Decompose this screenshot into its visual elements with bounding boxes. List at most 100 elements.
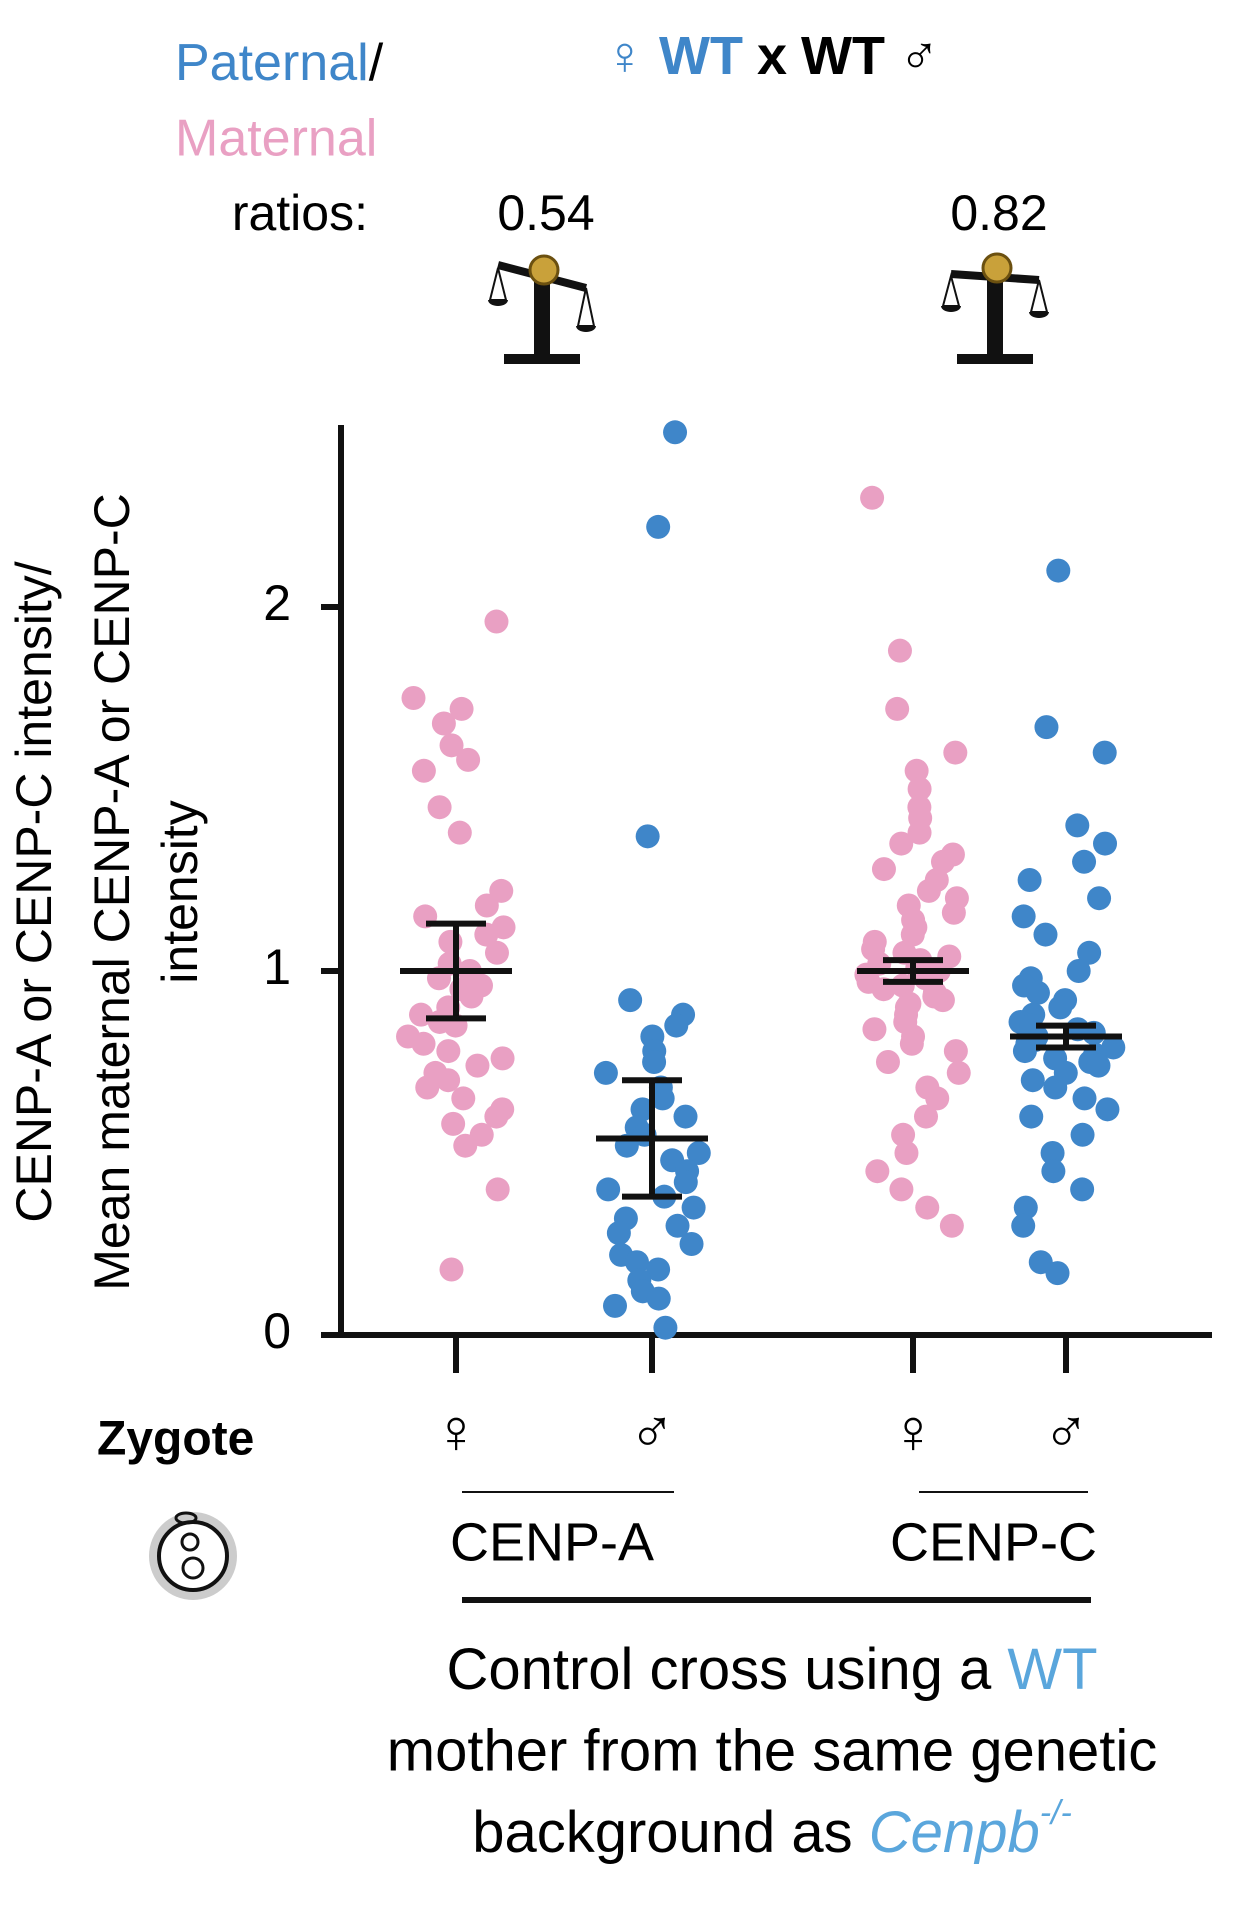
data-point	[663, 420, 688, 445]
data-point	[465, 1053, 490, 1078]
data-point	[596, 1177, 621, 1202]
data-point	[1013, 1195, 1038, 1220]
gene-sup: -/-	[1040, 1794, 1072, 1832]
data-point	[1017, 868, 1042, 892]
data-point	[673, 1170, 698, 1195]
data-point	[411, 758, 436, 783]
data-point	[1034, 715, 1059, 740]
male-symbol: ♂	[899, 26, 940, 86]
data-point	[485, 1177, 510, 1202]
cross-title: ♀ WT x WT ♂	[605, 26, 940, 86]
data-point	[602, 1293, 627, 1318]
male-wt: WT	[801, 26, 885, 86]
x-tick-label: ♂	[1043, 1397, 1090, 1466]
data-point	[646, 514, 671, 539]
data-point	[900, 922, 925, 947]
paternal: Paternal	[175, 34, 369, 92]
data-point	[1070, 1122, 1095, 1147]
data-point	[943, 740, 968, 765]
data-point	[606, 1221, 631, 1246]
balance-icon	[941, 252, 1049, 364]
data-point	[681, 1195, 706, 1220]
data-point	[431, 711, 456, 736]
data-point	[624, 1250, 649, 1275]
data-point	[1033, 922, 1058, 947]
data-point	[946, 1060, 971, 1085]
data-point	[865, 1159, 890, 1184]
data-point	[646, 1257, 671, 1282]
data-point	[436, 1039, 461, 1064]
data-point	[1072, 849, 1097, 874]
data-point	[1043, 1075, 1068, 1100]
data-point	[447, 820, 472, 845]
data-point	[1101, 1035, 1126, 1060]
data-point	[686, 1141, 711, 1165]
data-point	[474, 893, 499, 918]
data-point	[941, 900, 966, 925]
data-point	[1070, 1177, 1095, 1202]
data-point	[899, 1031, 924, 1056]
data-point	[1095, 1097, 1120, 1122]
data-point	[489, 878, 514, 903]
ratio-label: 0.54	[497, 185, 594, 241]
y-axis-title: CENP-A or CENP-C intensity/ Mean materna…	[6, 493, 208, 1290]
data-point	[889, 1177, 914, 1202]
balance-icon	[488, 254, 596, 364]
data-point	[451, 1086, 476, 1111]
data-point	[930, 849, 955, 874]
data-point	[439, 733, 464, 758]
data-point	[635, 824, 660, 849]
data-point	[1092, 740, 1117, 765]
data-point	[915, 1195, 940, 1220]
data-point	[490, 1046, 515, 1071]
group-label: CENP-C	[890, 1512, 1097, 1572]
data-point	[436, 1068, 461, 1093]
y-label-line: intensity	[152, 800, 208, 983]
data-point	[1012, 1039, 1037, 1064]
data-point	[907, 777, 932, 801]
data-point	[1066, 959, 1091, 983]
data-point	[673, 1104, 698, 1129]
data-point	[1065, 813, 1090, 838]
y-label-line: Mean maternal CENP-A or CENP-C	[84, 493, 140, 1290]
data-point	[1048, 995, 1073, 1020]
data-point	[441, 1111, 466, 1136]
data-point	[630, 1097, 655, 1122]
y-tick-label: 0	[263, 1303, 291, 1359]
data-point	[1011, 904, 1036, 929]
data-point	[885, 696, 910, 721]
data-point	[484, 940, 509, 965]
ratios-label: ratios:	[232, 185, 368, 241]
caption-text: background as	[472, 1800, 869, 1865]
data-point	[1040, 1141, 1065, 1165]
data-point	[642, 1050, 667, 1074]
data-point	[907, 820, 932, 845]
group-label: CENP-A	[450, 1512, 654, 1572]
data-point	[916, 878, 941, 903]
data-point	[1072, 1086, 1097, 1111]
row-label: Zygote	[97, 1413, 254, 1466]
x-tick-label: ♀	[433, 1397, 480, 1466]
data-point	[449, 696, 474, 721]
data-point	[484, 1104, 509, 1129]
header-line1: Paternal/	[175, 34, 384, 92]
ratio-label: 0.82	[950, 185, 1047, 241]
caption-line: Control cross using a WT	[446, 1637, 1097, 1702]
x-tick-label: ♂	[629, 1397, 676, 1466]
data-point	[1087, 886, 1112, 911]
data-point	[943, 1039, 968, 1064]
data-point	[484, 609, 509, 634]
data-point	[1045, 1261, 1070, 1286]
data-point	[439, 1257, 464, 1282]
cross: x	[757, 26, 787, 86]
caption-text: Control cross using a	[446, 1637, 1007, 1702]
data-point	[871, 857, 896, 882]
data-point	[930, 988, 955, 1013]
data-point	[1046, 558, 1071, 583]
data-point	[904, 758, 929, 783]
data-point	[401, 686, 426, 710]
data-point	[925, 1086, 950, 1111]
slash: /	[369, 34, 384, 92]
data-point	[427, 795, 452, 820]
data-point	[411, 1031, 436, 1056]
